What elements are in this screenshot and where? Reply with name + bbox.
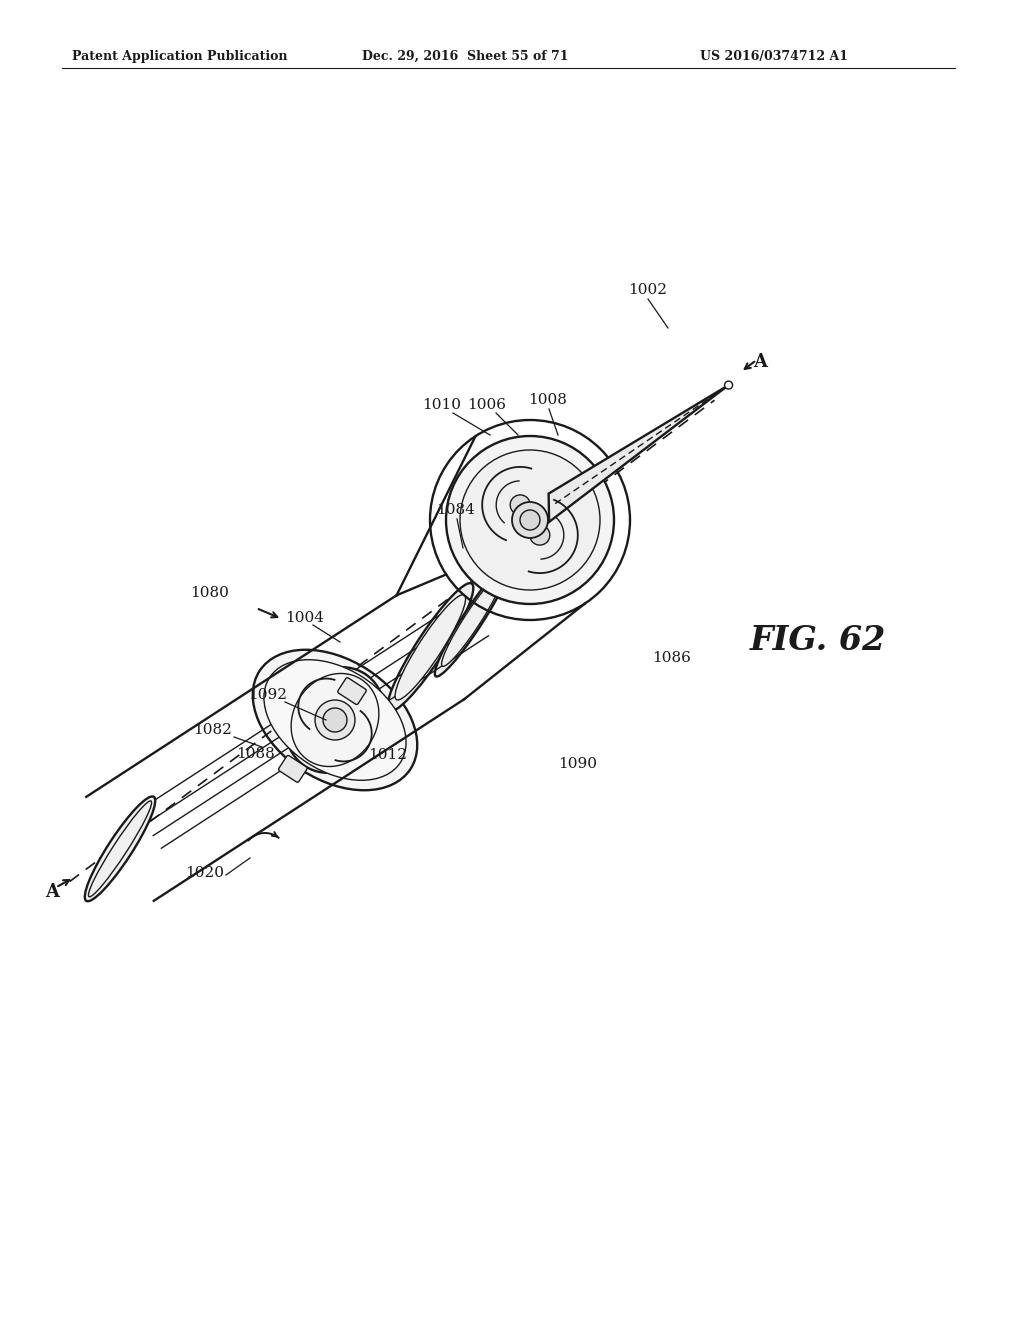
Text: 1004: 1004: [286, 611, 325, 624]
Circle shape: [460, 450, 600, 590]
Text: 1082: 1082: [194, 723, 232, 737]
Text: 1086: 1086: [652, 651, 691, 665]
Circle shape: [510, 495, 530, 515]
Text: 1088: 1088: [237, 747, 275, 762]
Ellipse shape: [387, 583, 473, 711]
Ellipse shape: [285, 667, 385, 774]
Ellipse shape: [435, 564, 510, 677]
Text: 1002: 1002: [629, 282, 668, 297]
Text: 1008: 1008: [528, 393, 567, 407]
Ellipse shape: [395, 595, 466, 700]
Text: 1012: 1012: [369, 748, 408, 762]
Text: 1092: 1092: [249, 688, 288, 702]
Ellipse shape: [85, 796, 156, 902]
FancyBboxPatch shape: [338, 677, 367, 705]
Text: FIG. 62: FIG. 62: [750, 623, 887, 656]
Text: A: A: [45, 883, 58, 900]
Text: 1010: 1010: [423, 399, 462, 412]
Text: US 2016/0374712 A1: US 2016/0374712 A1: [700, 50, 848, 63]
Text: 1084: 1084: [436, 503, 475, 517]
Text: 1020: 1020: [185, 866, 224, 880]
Circle shape: [446, 436, 614, 605]
Circle shape: [725, 381, 732, 389]
Circle shape: [520, 510, 540, 531]
Ellipse shape: [253, 649, 417, 791]
Circle shape: [512, 502, 548, 539]
Ellipse shape: [441, 574, 503, 667]
Text: 1090: 1090: [558, 756, 597, 771]
Ellipse shape: [291, 673, 379, 767]
Ellipse shape: [264, 660, 407, 780]
Polygon shape: [549, 385, 728, 521]
FancyBboxPatch shape: [279, 755, 307, 783]
Circle shape: [315, 700, 355, 741]
Circle shape: [323, 708, 347, 733]
Text: Dec. 29, 2016  Sheet 55 of 71: Dec. 29, 2016 Sheet 55 of 71: [362, 50, 568, 63]
Circle shape: [529, 525, 550, 545]
Text: 1006: 1006: [468, 399, 507, 412]
Text: 1080: 1080: [190, 586, 229, 601]
Text: Patent Application Publication: Patent Application Publication: [72, 50, 288, 63]
Text: A: A: [754, 352, 768, 371]
